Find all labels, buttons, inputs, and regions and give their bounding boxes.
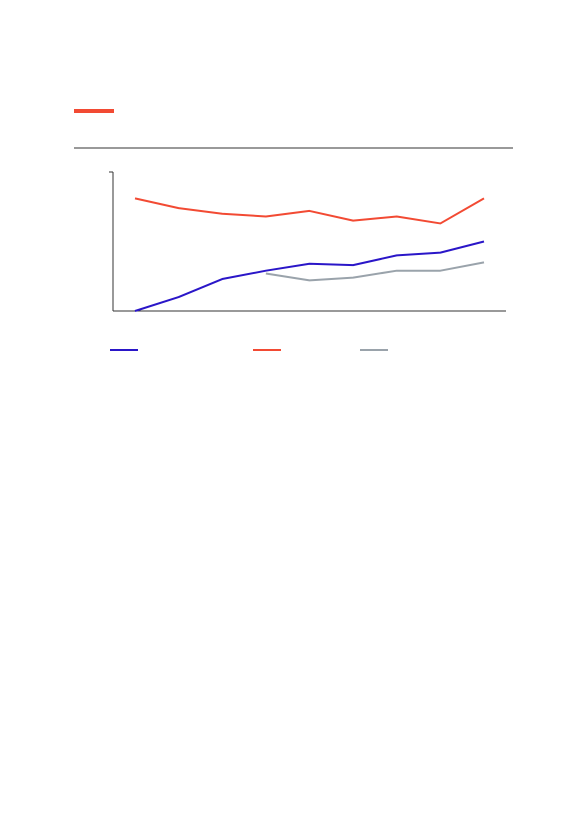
line-series — [134, 197, 485, 225]
line-series — [265, 261, 485, 282]
line-series — [134, 240, 485, 312]
